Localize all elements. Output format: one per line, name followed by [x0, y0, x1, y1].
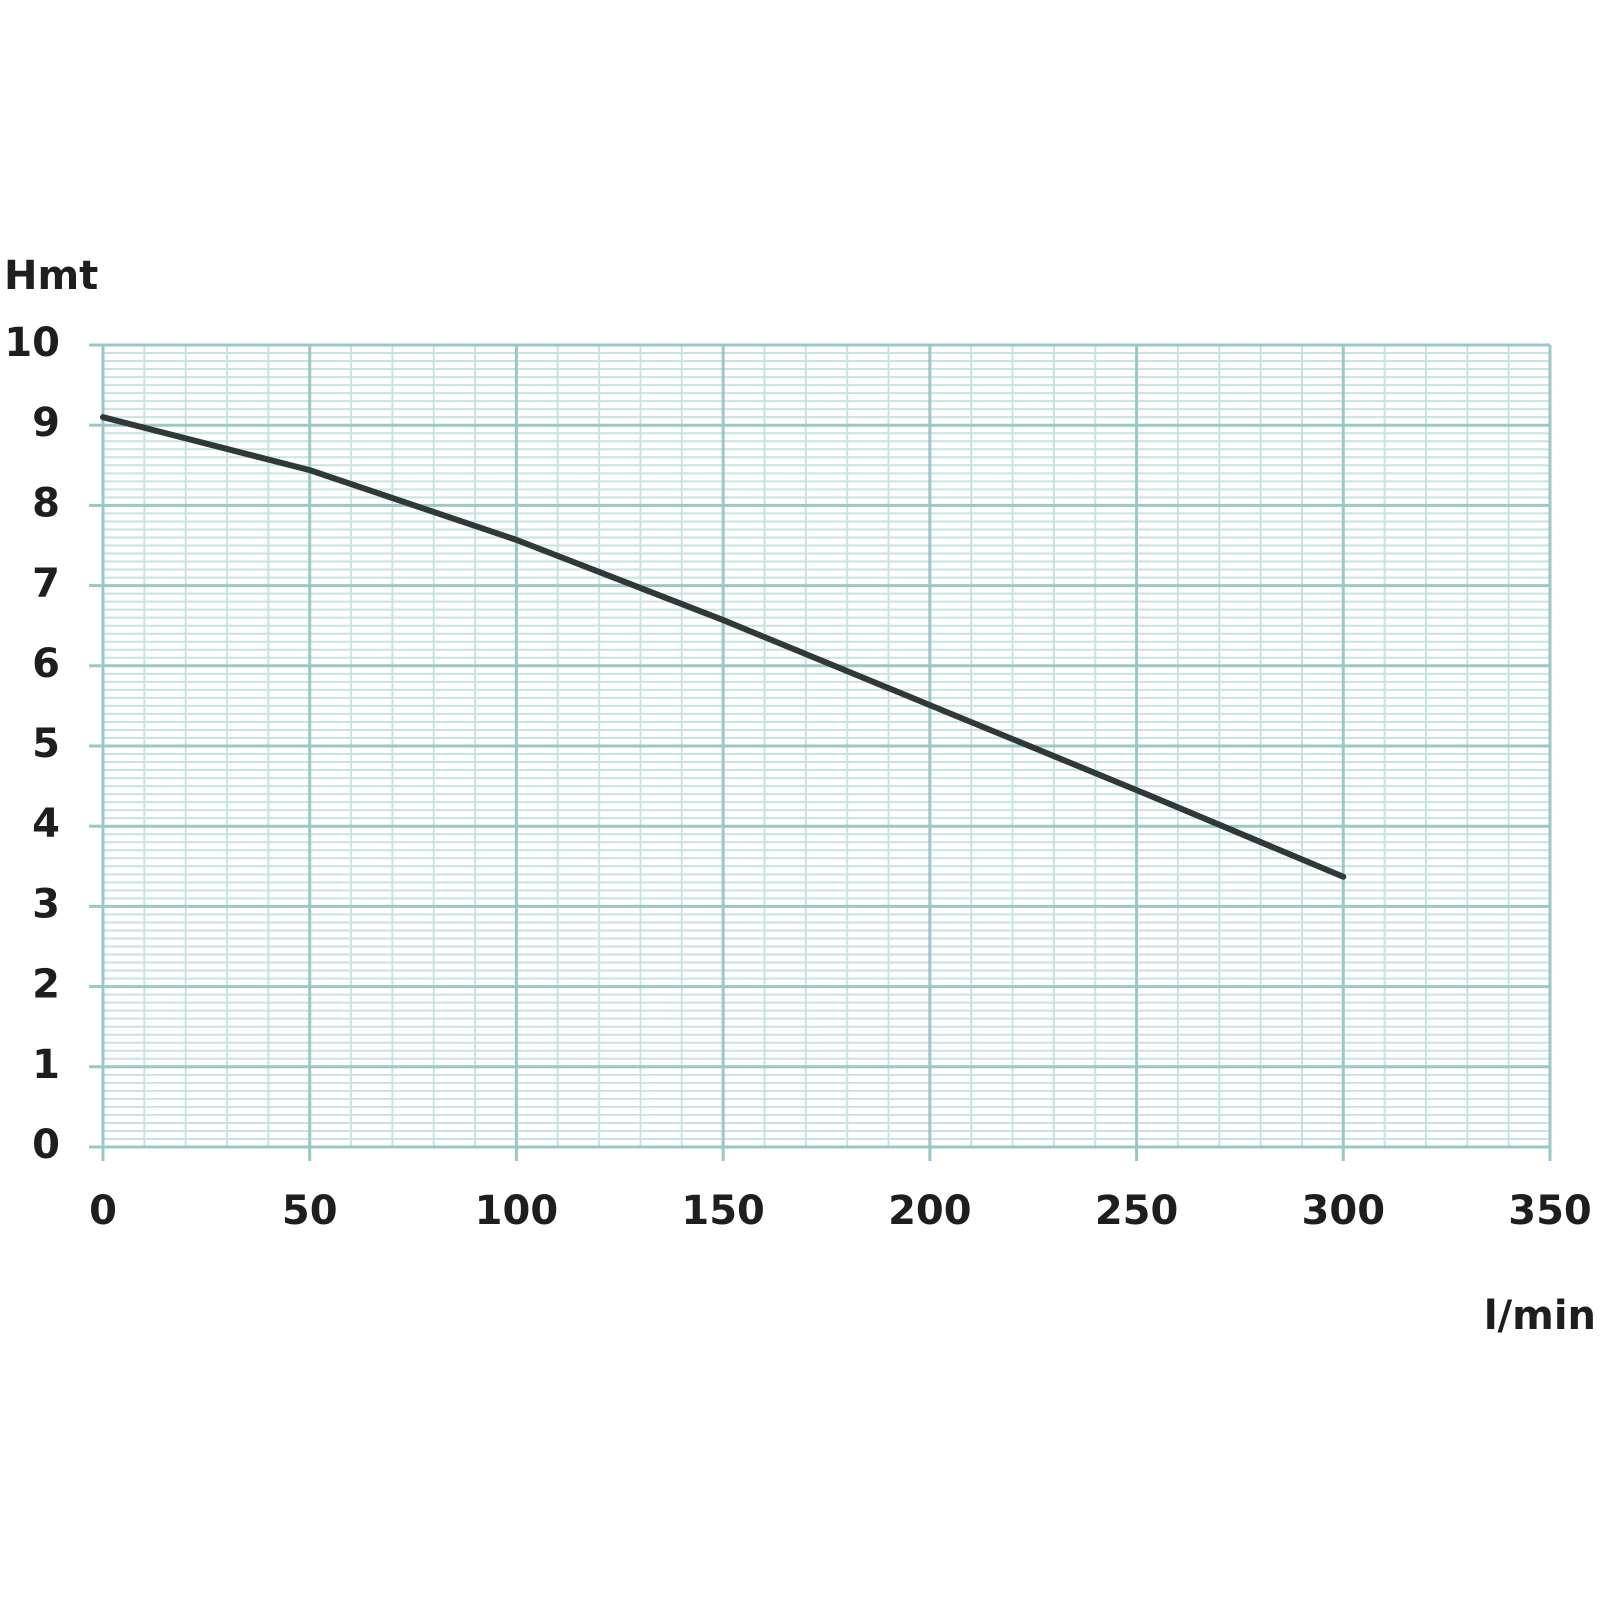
y-tick-label: 1 [32, 1042, 60, 1088]
y-tick-label: 9 [32, 400, 60, 446]
y-axis-label: Hmt [4, 253, 98, 299]
x-tick-label: 100 [475, 1188, 559, 1234]
y-tick-label: 3 [32, 881, 60, 927]
x-tick-label: 250 [1095, 1188, 1179, 1234]
curve [100, 414, 1347, 880]
y-tick-label: 7 [32, 561, 60, 607]
y-tick-label: 4 [32, 801, 60, 847]
y-tick-label: 5 [32, 721, 60, 767]
x-axis-label: l/min [1484, 1293, 1596, 1339]
x-tick-label: 150 [681, 1188, 765, 1234]
x-tick-label: 50 [282, 1188, 338, 1234]
x-tick-label: 200 [888, 1188, 972, 1234]
y-tick-label: 10 [4, 320, 60, 366]
x-tick-label: 0 [89, 1188, 117, 1234]
y-tick-label: 2 [32, 962, 60, 1008]
y-tick-label: 8 [32, 480, 60, 526]
y-tick-label: 0 [32, 1122, 60, 1168]
y-tick-label: 6 [32, 641, 60, 687]
x-tick-label: 350 [1508, 1188, 1592, 1234]
x-tick-label: 300 [1302, 1188, 1386, 1234]
